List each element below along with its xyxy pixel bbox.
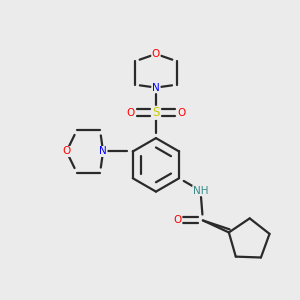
Text: O: O <box>62 146 70 157</box>
Text: N: N <box>99 146 107 157</box>
Text: O: O <box>177 108 185 118</box>
Text: NH: NH <box>193 186 208 196</box>
Text: O: O <box>152 49 160 59</box>
Text: S: S <box>152 106 160 119</box>
Text: O: O <box>173 215 182 225</box>
Text: N: N <box>152 82 160 93</box>
Text: O: O <box>127 108 135 118</box>
